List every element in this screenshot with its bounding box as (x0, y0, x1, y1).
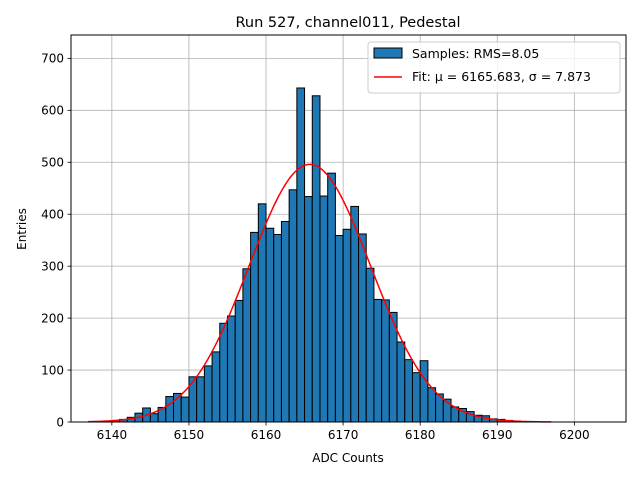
x-tick-label: 6180 (405, 428, 436, 442)
y-tick-label: 100 (41, 363, 64, 377)
histogram-bar (373, 298, 383, 423)
histogram-bar (188, 376, 198, 423)
histogram-bar (273, 233, 282, 423)
legend-label-fit: Fit: μ = 6165.683, σ = 7.873 (412, 69, 591, 84)
histogram-bar (280, 220, 290, 423)
histogram-bar (257, 203, 267, 423)
x-tick-label: 6170 (328, 428, 359, 442)
histogram-bar (180, 396, 190, 423)
histogram-bar (296, 87, 306, 423)
y-tick-label: 600 (41, 104, 64, 118)
x-tick-label: 6190 (482, 428, 513, 442)
histogram-bar (165, 396, 175, 423)
histogram-bar (211, 351, 221, 423)
plot-frame (70, 34, 627, 423)
histogram-bar (265, 227, 275, 423)
histogram-bar (419, 360, 429, 423)
histogram-bar (203, 365, 213, 423)
histogram-bar (350, 205, 360, 423)
x-tick-label: 6150 (174, 428, 205, 442)
x-tick-label: 6160 (251, 428, 282, 442)
histogram-bar (411, 372, 421, 423)
histogram-bar (404, 359, 413, 423)
y-tick-label: 500 (41, 156, 64, 170)
histogram-bar (334, 235, 344, 423)
legend-histogram-swatch (373, 47, 403, 59)
histogram-bar (327, 172, 336, 423)
histogram-bar (311, 95, 321, 423)
y-tick-label: 700 (41, 52, 64, 66)
histogram-bar (319, 195, 329, 423)
histogram-bar (381, 299, 390, 423)
gaussian-fit-curve (88, 163, 552, 423)
histogram-bar (242, 268, 252, 423)
y-axis-label: Entries (15, 208, 29, 250)
legend-label-samples: Samples: RMS=8.05 (412, 46, 539, 61)
chart-title: Run 527, channel011, Pedestal (235, 15, 460, 31)
x-tick-label: 6200 (559, 428, 590, 442)
histogram-bar (149, 413, 159, 423)
histogram-bar (234, 299, 244, 423)
y-axis-ticks: 0 100 200 300 400 500 600 700 (41, 52, 71, 429)
histogram-bar (365, 267, 375, 423)
histogram-bar (288, 189, 298, 423)
fit-curve-layer (88, 163, 552, 423)
x-tick-label: 6140 (97, 428, 128, 442)
histogram-bar (219, 322, 228, 423)
histogram-bar (304, 196, 313, 423)
y-tick-label: 300 (41, 259, 64, 273)
histogram-bar (226, 315, 236, 423)
y-tick-label: 0 (56, 415, 64, 429)
y-tick-label: 400 (41, 208, 64, 222)
histogram-bar (358, 233, 367, 423)
histogram-bar (396, 341, 406, 423)
y-tick-label: 200 (41, 311, 64, 325)
histogram-bar (342, 228, 352, 423)
histogram-bar (196, 376, 205, 423)
legend: Samples: RMS=8.05 Fit: μ = 6165.683, σ =… (367, 41, 621, 94)
histogram-bar (427, 387, 437, 423)
legend-box (367, 41, 621, 94)
x-axis-ticks: 6140 6150 6160 6170 6180 6190 6200 (97, 422, 590, 442)
x-axis-label: ADC Counts (312, 451, 384, 465)
